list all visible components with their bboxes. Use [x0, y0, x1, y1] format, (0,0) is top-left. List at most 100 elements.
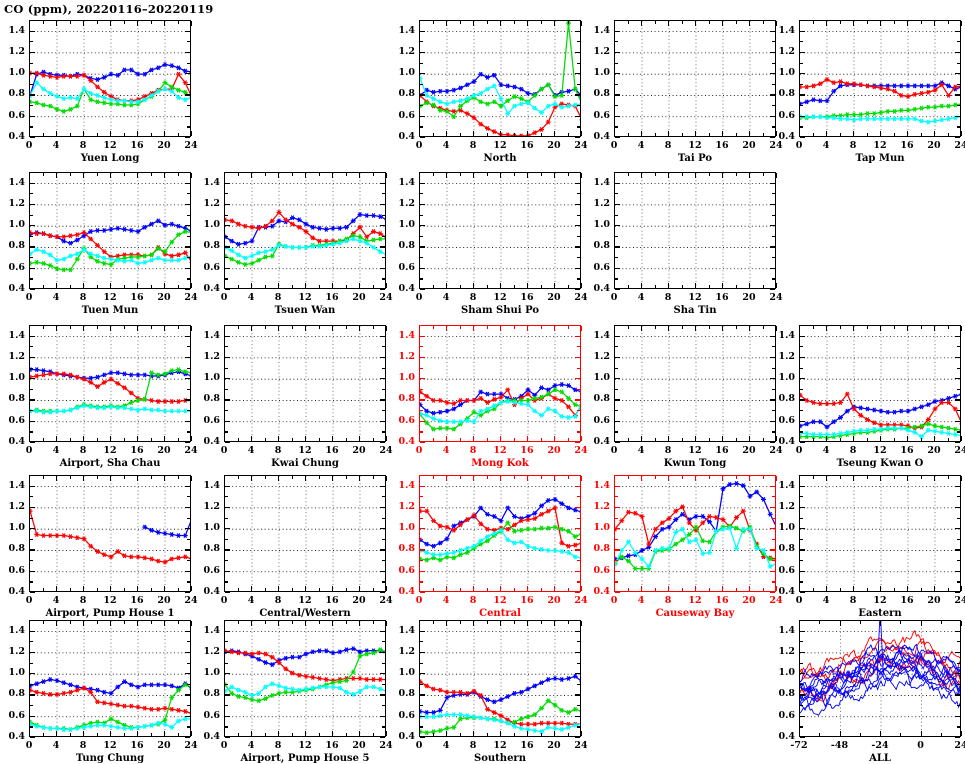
x-tick-major — [880, 585, 882, 591]
plot-area — [224, 325, 386, 442]
y-axis-tick-label: 0.6 — [398, 261, 415, 273]
y-tick-major — [379, 203, 385, 206]
y-tick-minor — [800, 560, 804, 562]
y-tick-major — [225, 549, 231, 551]
x-tick-minor — [345, 587, 347, 591]
y-tick-minor — [30, 214, 34, 216]
y-tick-minor — [381, 193, 385, 195]
x-tick-minor — [150, 284, 152, 288]
y-tick-major — [420, 528, 426, 530]
y-tick-minor — [956, 105, 960, 107]
y-tick-minor — [800, 62, 804, 64]
y-tick-minor — [186, 193, 190, 195]
y-tick-minor — [800, 105, 804, 107]
y-axis-tick-label: 1.2 — [398, 197, 415, 209]
x-tick-minor — [177, 621, 179, 625]
y-axis-tick-label: 0.4 — [203, 586, 220, 597]
x-axis-tick-label: 0 — [25, 445, 33, 456]
x-tick-major — [839, 730, 841, 736]
y-axis-tick-label: 1.2 — [203, 645, 220, 657]
y-tick-minor — [30, 388, 34, 390]
x-tick-major — [278, 326, 280, 332]
y-tick-major — [615, 137, 621, 139]
y-tick-major — [769, 246, 775, 248]
x-tick-major — [164, 585, 166, 591]
plot-area — [799, 325, 961, 442]
y-axis-tick-label: 0.6 — [778, 709, 795, 721]
y-tick-major — [800, 592, 806, 594]
series-red — [420, 505, 580, 549]
plot-area — [799, 620, 961, 737]
x-tick-major — [332, 585, 334, 591]
x-tick-minor — [69, 732, 71, 736]
x-tick-minor — [839, 132, 841, 136]
x-tick-minor — [345, 621, 347, 625]
y-tick-major — [225, 225, 231, 227]
y-axis-tick-label: 0.6 — [593, 414, 610, 426]
x-tick-minor — [893, 437, 895, 441]
y-axis-tick-label: 1.2 — [778, 500, 795, 512]
x-tick-minor — [866, 476, 868, 480]
y-tick-minor — [186, 662, 190, 664]
x-tick-minor — [735, 173, 737, 177]
y-tick-minor — [186, 367, 190, 369]
y-axis-tick-label: 1.4 — [778, 479, 795, 491]
y-tick-minor — [800, 705, 804, 707]
y-tick-minor — [420, 278, 424, 280]
x-tick-minor — [762, 284, 764, 288]
y-tick-major — [420, 73, 426, 75]
x-tick-major — [776, 476, 778, 482]
x-tick-major — [446, 130, 448, 136]
x-axis-tick-label: 12 — [873, 140, 887, 151]
y-tick-minor — [225, 193, 229, 195]
y-tick-major — [769, 528, 775, 530]
y-axis-tick-label: 1.0 — [778, 67, 795, 79]
x-tick-major — [614, 435, 616, 441]
x-tick-major — [191, 130, 193, 136]
y-tick-major — [954, 115, 960, 117]
x-tick-minor — [237, 732, 239, 736]
y-tick-major — [769, 225, 775, 227]
x-tick-minor — [893, 21, 895, 25]
x-tick-minor — [264, 326, 266, 330]
x-axis-tick-label: 20 — [927, 140, 941, 151]
y-tick-minor — [186, 641, 190, 643]
y-tick-major — [30, 737, 36, 739]
x-tick-minor — [708, 173, 710, 177]
y-axis-tick-label: 1.0 — [593, 372, 610, 384]
x-tick-major — [695, 585, 697, 591]
y-tick-minor — [186, 257, 190, 259]
y-tick-major — [225, 570, 231, 572]
y-axis-tick-label: 0.6 — [593, 564, 610, 576]
y-tick-minor — [186, 278, 190, 280]
y-tick-major — [420, 630, 426, 632]
y-axis-tick-label: 1.0 — [398, 522, 415, 534]
x-tick-minor — [839, 326, 841, 330]
x-axis-tick-label: 16 — [520, 445, 534, 456]
y-axis-tick-label: 1.0 — [8, 667, 25, 679]
x-tick-minor — [69, 173, 71, 177]
x-tick-minor — [96, 132, 98, 136]
y-tick-major — [769, 30, 775, 32]
y-axis-tick-label: 0.8 — [778, 393, 795, 405]
y-tick-major — [800, 442, 806, 444]
x-axis-tick-label: 20 — [742, 140, 756, 151]
y-tick-major — [30, 442, 36, 444]
y-tick-major — [30, 73, 36, 75]
y-axis-tick-label: 0.6 — [8, 414, 25, 426]
series-blue — [420, 496, 580, 549]
y-tick-major — [184, 225, 190, 227]
x-tick-minor — [812, 587, 814, 591]
y-axis-tick-label: 0.4 — [778, 586, 795, 597]
x-tick-minor — [681, 587, 683, 591]
x-axis-tick-label: 16 — [900, 445, 914, 456]
y-tick-minor — [225, 235, 229, 237]
y-axis-tick-label: 1.0 — [398, 372, 415, 384]
x-tick-major — [799, 585, 801, 591]
x-axis-tick-label: 8 — [469, 445, 477, 456]
x-tick-minor — [893, 587, 895, 591]
x-tick-minor — [812, 437, 814, 441]
x-tick-major — [554, 21, 556, 27]
x-axis-tick-label: 0 — [220, 595, 228, 606]
x-tick-major — [191, 585, 193, 591]
